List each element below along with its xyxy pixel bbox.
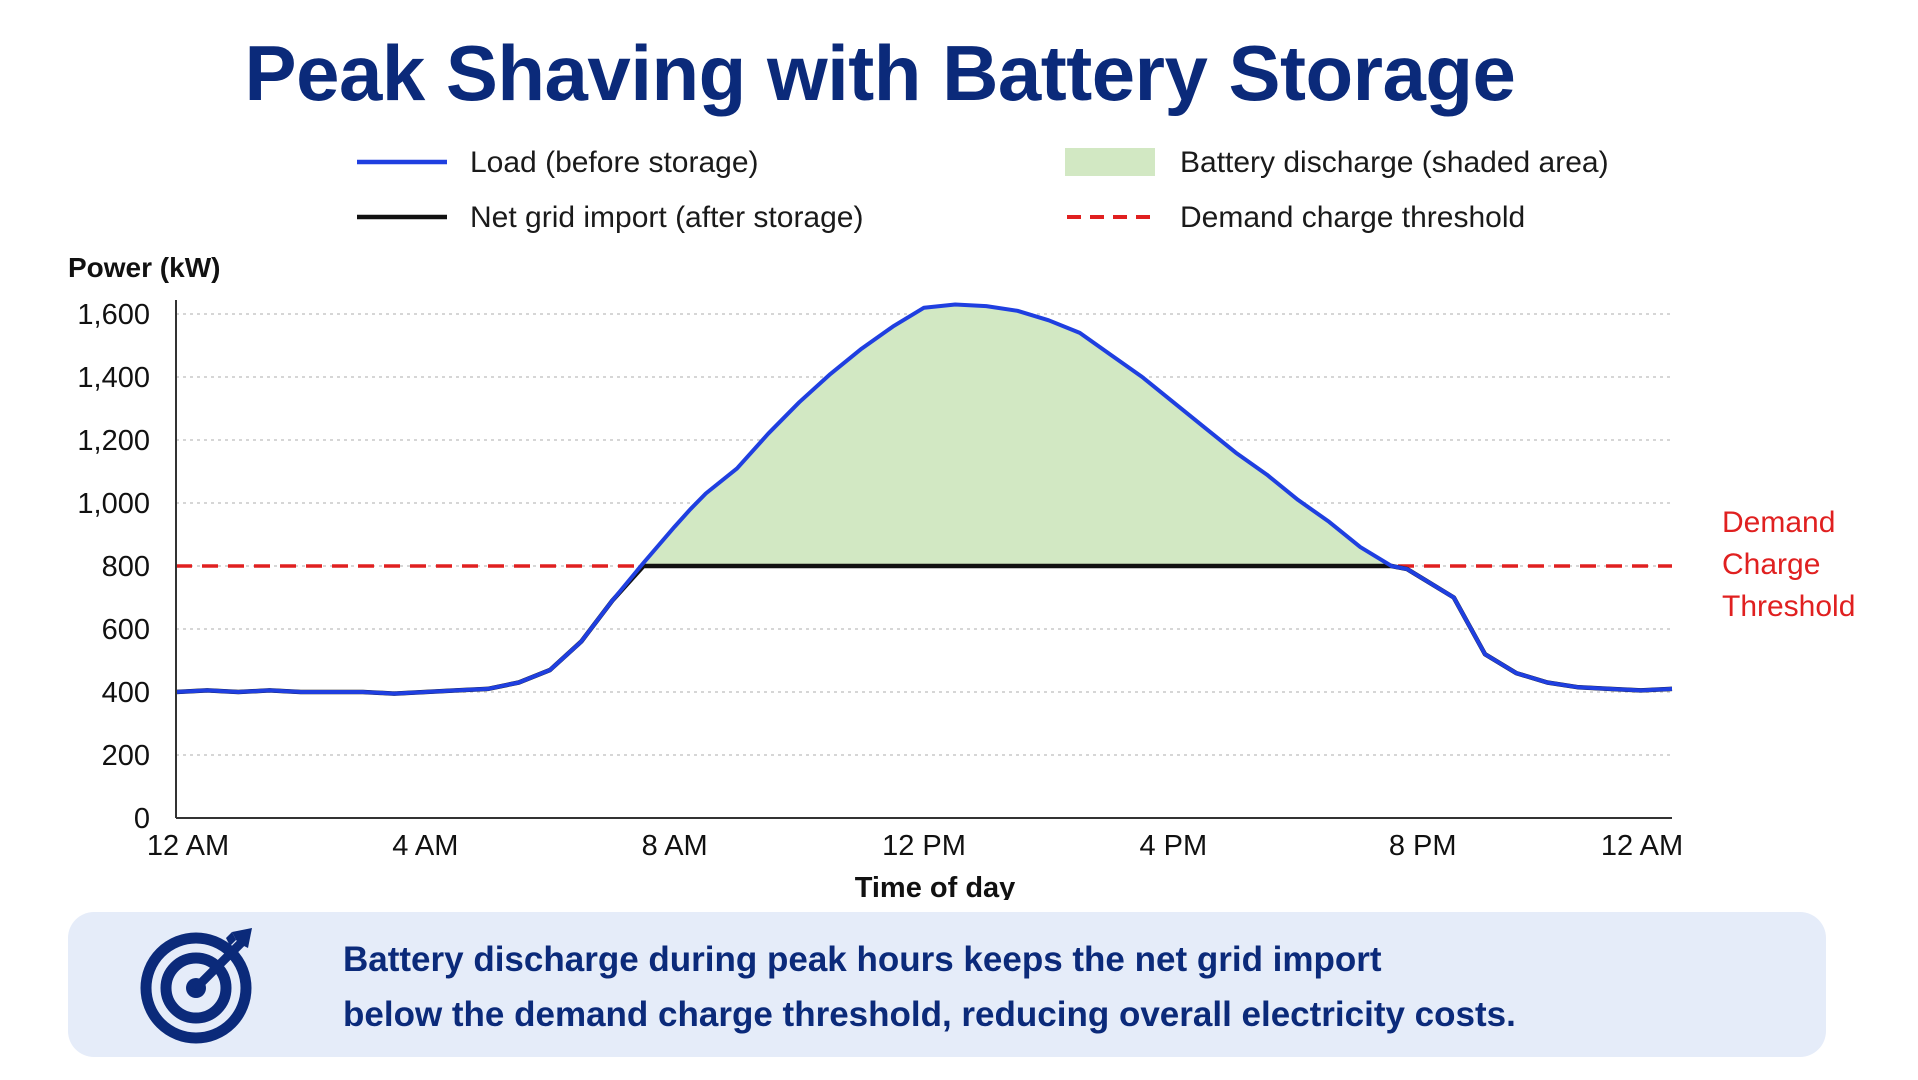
y-tick-label: 800	[102, 551, 150, 583]
x-tick-label: 4 PM	[1139, 830, 1207, 862]
chart-plot: 0 200 400 600 800 1,000 1,200 1,400 1,600 12 AM 4…	[68, 252, 1855, 900]
y-tick-label: 1,200	[77, 425, 150, 457]
target-icon	[140, 928, 252, 1044]
y-tick-label: 400	[102, 677, 150, 709]
x-tick-label: 4 AM	[392, 830, 458, 862]
y-tick-label: 1,000	[77, 488, 150, 520]
series-net-grid-import	[175, 563, 1673, 696]
grid-lines	[176, 313, 1672, 756]
threshold-label-line: Threshold	[1722, 590, 1855, 623]
legend-label-discharge: Battery discharge (shaded area)	[1180, 146, 1609, 179]
callout-line-2: below the demand charge threshold, reduc…	[343, 995, 1516, 1034]
y-axis-label: Power (kW)	[68, 252, 220, 283]
x-tick-label: 12 AM	[1601, 830, 1683, 862]
y-tick-label: 600	[102, 614, 150, 646]
x-axis-label: Time of day	[855, 872, 1016, 900]
x-tick-label: 12 PM	[882, 830, 966, 862]
y-tick-label: 1,400	[77, 362, 150, 394]
legend-label-load: Load (before storage)	[470, 146, 759, 179]
legend-swatch-threshold	[1067, 215, 1157, 219]
chart-title: Peak Shaving with Battery Storage	[244, 29, 1516, 117]
y-tick-label: 1,600	[77, 299, 150, 331]
callout-line-1: Battery discharge during peak hours keep…	[343, 940, 1382, 979]
y-tick-label: 200	[102, 740, 150, 772]
battery-discharge-area	[643, 304, 1392, 566]
legend-label-threshold: Demand charge threshold	[1180, 201, 1526, 234]
legend-swatch-load	[357, 159, 447, 165]
callout-text: Battery discharge during peak hours keep…	[343, 932, 1743, 1042]
legend-swatch-net	[357, 214, 447, 220]
x-tick-label: 8 AM	[642, 830, 708, 862]
threshold-label: Demand Charge Threshold	[1722, 506, 1855, 623]
x-tick-label: 12 AM	[147, 830, 229, 862]
threshold-label-line: Demand	[1722, 506, 1835, 539]
series-load	[175, 302, 1673, 696]
callout-box: Battery discharge during peak hours keep…	[68, 912, 1826, 1057]
x-tick-label: 8 PM	[1389, 830, 1457, 862]
legend-swatch-discharge	[1065, 148, 1155, 176]
threshold-label-line: Charge	[1722, 548, 1820, 581]
y-tick-label: 0	[134, 803, 150, 835]
legend-label-net: Net grid import (after storage)	[470, 201, 864, 234]
